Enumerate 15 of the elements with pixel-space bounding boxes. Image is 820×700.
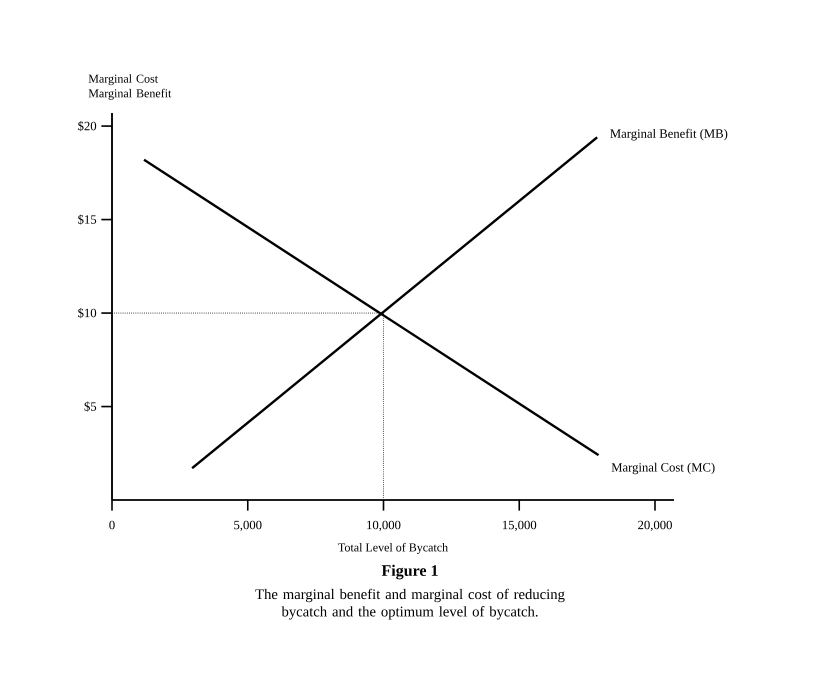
y-tick-label: $20 <box>78 121 96 132</box>
text: The marginal benefit and marginal cost of reducing bycatch and the optimum level of bycatch. <box>255 588 565 620</box>
x-tick-label: 20,000 <box>638 520 672 532</box>
x-tick-label: 5,000 <box>234 520 262 532</box>
y-tick-label: $10 <box>78 308 96 318</box>
series-label: Marginal Cost (MC) <box>612 462 715 474</box>
text: Figure 1 <box>382 564 438 580</box>
y-tick-label: $15 <box>78 214 96 225</box>
y-tick-label: $5 <box>84 401 96 412</box>
x-tick-label: 15,000 <box>502 520 536 532</box>
y-axis-title: Marginal Cost Marginal Benefit <box>88 74 172 100</box>
x-tick-label: 10,000 <box>367 520 400 532</box>
x-tick-label: 0 <box>109 520 115 530</box>
series-label: Marginal Benefit (MB) <box>610 128 728 140</box>
x-axis-title: Total Level of Bycatch <box>338 542 448 554</box>
